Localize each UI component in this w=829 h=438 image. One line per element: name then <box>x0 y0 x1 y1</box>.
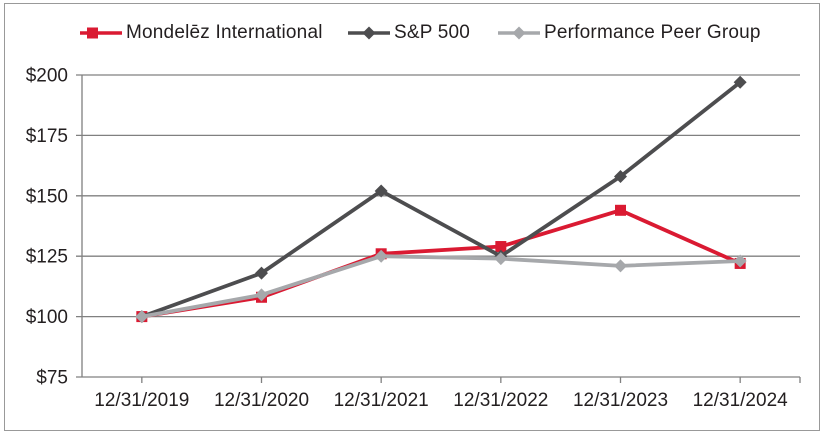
y-axis-tick-label: $75 <box>36 368 68 389</box>
chart-legend: Mondelēz International S&P 500 Performan… <box>0 0 829 50</box>
x-axis-tick-label: 12/31/2024 <box>693 390 789 411</box>
data-point-diamond <box>374 249 388 263</box>
legend-label: S&P 500 <box>394 22 471 43</box>
chart-frame <box>4 3 820 431</box>
x-axis-tick-label: 12/31/2021 <box>334 390 429 411</box>
legend-item-mondelez: Mondelēz International <box>80 21 323 45</box>
x-axis-tick-label: 12/31/2022 <box>453 390 548 411</box>
y-axis-tick-label: $125 <box>26 247 68 268</box>
legend-marker-square-icon <box>80 27 122 39</box>
data-point-diamond <box>374 184 388 198</box>
series-line <box>141 208 741 319</box>
x-axis-tick-label: 12/31/2020 <box>214 390 309 411</box>
x-axis-tick-label: 12/31/2023 <box>573 390 668 411</box>
series-line <box>141 80 742 319</box>
data-point-diamond <box>135 310 149 324</box>
legend-label: Performance Peer Group <box>544 22 761 43</box>
series-line <box>141 254 741 319</box>
y-axis-tick-label: $100 <box>26 307 68 328</box>
data-point-diamond <box>255 266 268 280</box>
data-point-diamond <box>255 288 268 302</box>
y-axis-tick-label: $175 <box>26 126 68 147</box>
legend-label: Mondelēz International <box>126 22 323 43</box>
y-axis-tick-label: $200 <box>26 66 68 87</box>
x-axis-tick-label: 12/31/2019 <box>94 390 189 411</box>
legend-marker-diamond-icon <box>498 26 540 40</box>
y-axis-tick-label: $150 <box>26 186 68 207</box>
data-point-diamond <box>614 169 627 183</box>
data-point-diamond <box>733 75 747 89</box>
data-point-square <box>495 241 507 253</box>
legend-item-peer-group: Performance Peer Group <box>498 21 761 45</box>
data-point-diamond <box>614 259 627 273</box>
legend-item-sp500: S&P 500 <box>348 21 470 45</box>
data-point-square <box>615 204 626 216</box>
data-point-diamond <box>494 252 508 266</box>
data-point-diamond <box>733 254 747 268</box>
legend-marker-diamond-icon <box>348 26 390 40</box>
